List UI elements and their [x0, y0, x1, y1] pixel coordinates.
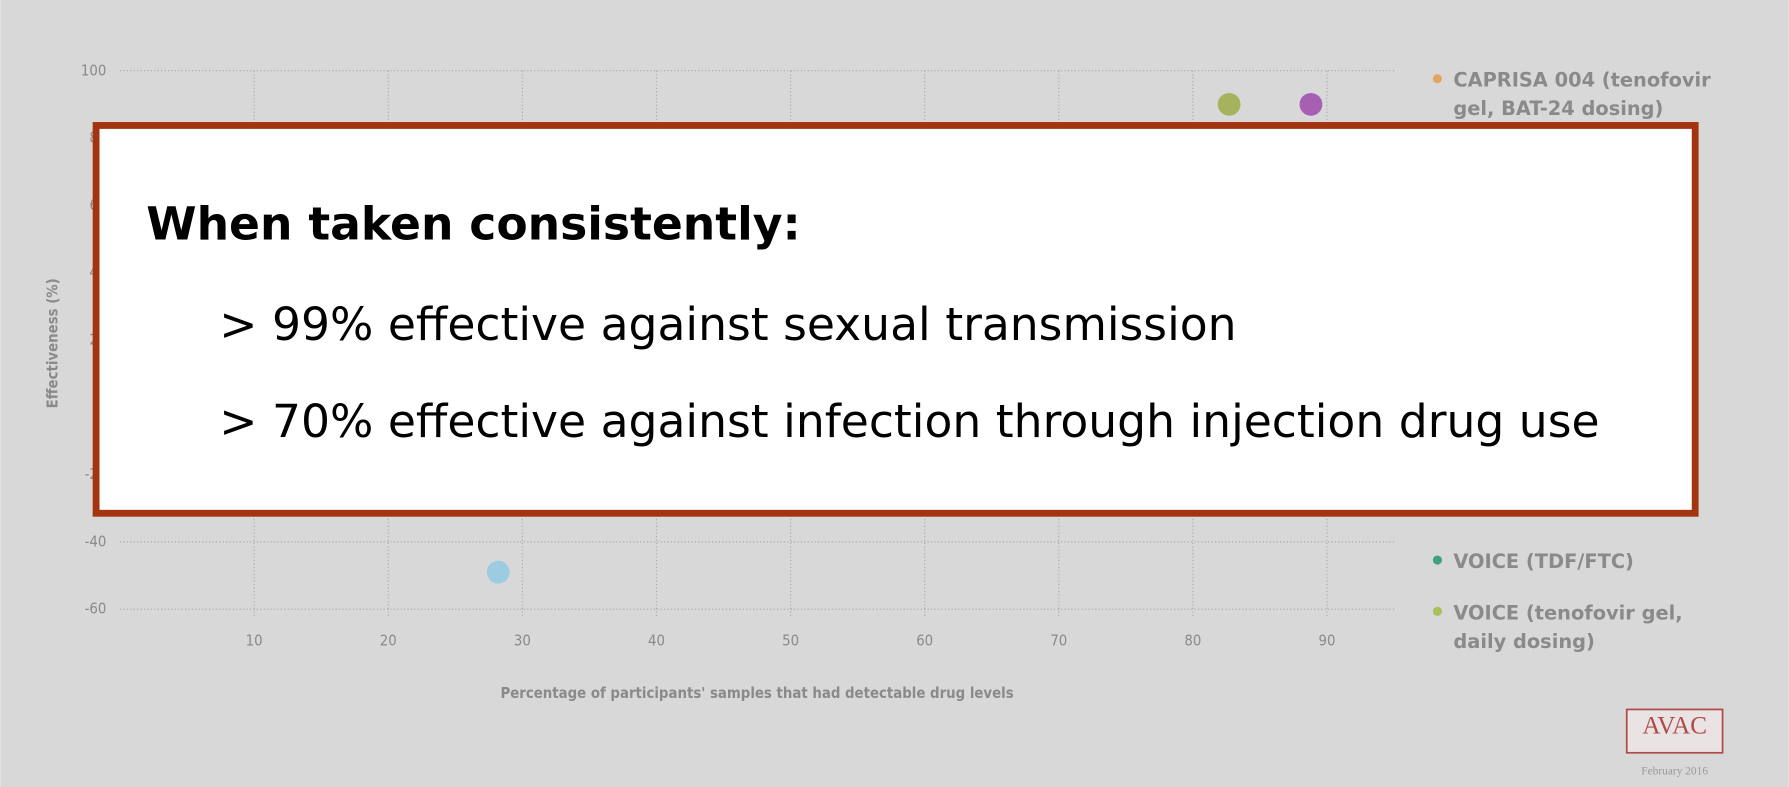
x-tick-label: 30 — [514, 633, 531, 650]
legend-swatch — [1432, 555, 1442, 565]
date: February 2016 — [1641, 765, 1708, 777]
callout-item: > 70% effective against infection throug… — [219, 395, 1599, 448]
x-axis-label: Percentage of participants' samples that… — [500, 685, 1013, 702]
x-tick-label: 90 — [1319, 633, 1336, 650]
x-tick-label: 60 — [916, 633, 933, 650]
y-tick-label: -60 — [85, 601, 107, 618]
logo-box — [1625, 708, 1724, 754]
point — [1217, 92, 1241, 116]
x-tick-label: 80 — [1184, 633, 1201, 650]
logo: AVAC — [1642, 712, 1707, 739]
y-tick-label: 100 — [81, 62, 106, 79]
y-axis-label: Effectiveness (%) — [44, 278, 61, 408]
x-tick-label: 40 — [648, 633, 665, 650]
callout-box — [92, 122, 1699, 517]
x-tick-label: 70 — [1050, 633, 1067, 650]
legend-swatch — [1432, 606, 1442, 616]
legend-swatch — [1432, 74, 1442, 84]
point — [486, 560, 510, 584]
y-tick-label: -40 — [85, 533, 107, 550]
legend-label: CAPRISA 004 (tenofovir — [1453, 69, 1711, 92]
callout-heading: When taken consistently: — [146, 198, 800, 251]
x-tick-label: 50 — [782, 633, 799, 650]
callout-item: > 99% effective against sexual transmiss… — [219, 298, 1236, 351]
x-tick-label: 10 — [246, 633, 263, 650]
legend-label: daily dosing) — [1453, 630, 1594, 653]
legend-label: gel, BAT-24 dosing) — [1453, 97, 1663, 120]
point — [1299, 92, 1323, 116]
x-tick-label: 20 — [380, 633, 397, 650]
legend-label: VOICE (tenofovir gel, — [1453, 601, 1682, 624]
legend-label: VOICE (TDF/FTC) — [1453, 550, 1634, 573]
